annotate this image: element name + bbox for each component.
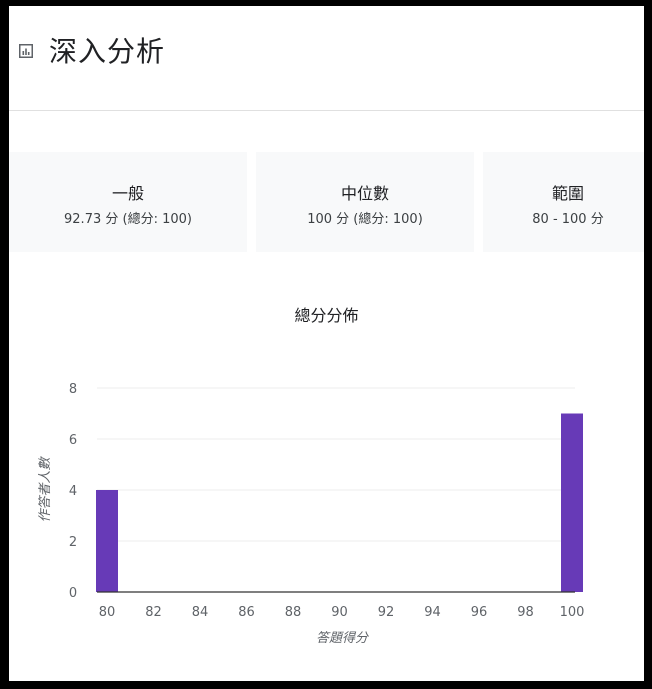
bar [561,413,583,592]
x-tick-label: 94 [424,605,441,620]
x-tick-label: 96 [471,605,488,620]
stat-label: 中位數 [340,184,389,203]
stat-label: 一般 [111,184,144,203]
x-tick-label: 90 [331,605,348,620]
x-tick-label: 100 [560,605,585,620]
y-tick-label: 8 [69,382,77,397]
x-tick-label: 84 [192,605,209,620]
x-tick-label: 92 [378,605,395,620]
summary-stats: 一般 92.73 分 (總分: 100) 中位數 100 分 (總分: 100)… [9,152,644,252]
y-tick-label: 0 [69,586,77,601]
stat-card-median: 中位數 100 分 (總分: 100) [256,152,474,252]
insights-header: 深入分析 [9,6,644,111]
y-axis-title: 作答者人數 [38,456,53,523]
stat-value: 100 分 (總分: 100) [307,212,423,227]
chart-title: 總分分佈 [294,306,359,325]
bar-chart-icon [19,44,33,58]
stat-card-average: 一般 92.73 分 (總分: 100) [9,152,247,252]
bar [96,490,118,592]
x-tick-label: 82 [145,605,162,620]
page-title: 深入分析 [49,35,166,68]
y-tick-label: 4 [69,484,77,499]
x-tick-label: 86 [238,605,255,620]
x-tick-label: 98 [517,605,534,620]
stat-value: 92.73 分 (總分: 100) [64,212,192,227]
y-tick-label: 2 [69,535,77,550]
stat-label: 範圍 [551,184,584,203]
score-distribution-chart: 0 2 4 6 8 80 82 84 86 88 90 92 94 96 98 100 答題得分 作答者人數 [38,382,585,646]
x-axis-title: 答題得分 [316,631,369,646]
stat-card-range: 範圍 80 - 100 分 [483,152,644,252]
y-tick-label: 6 [69,433,77,448]
x-tick-label: 88 [285,605,302,620]
x-tick-label: 80 [99,605,116,620]
stat-value: 80 - 100 分 [532,212,604,227]
